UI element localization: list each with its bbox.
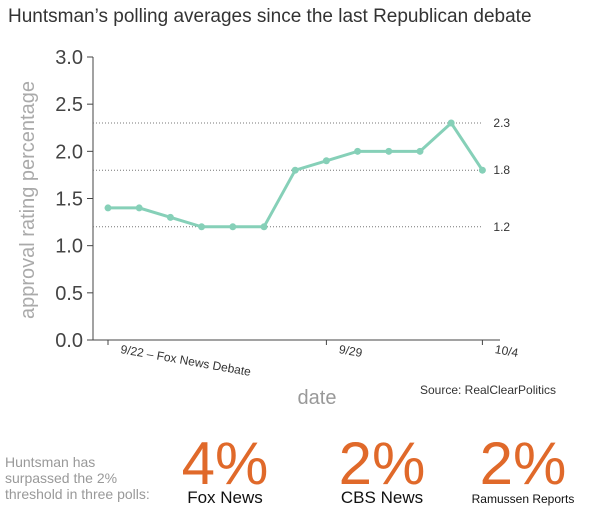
x-axis-label: date (298, 387, 337, 409)
y-axis-label: approval rating percentage (17, 81, 39, 319)
point (166, 213, 174, 221)
y-tick-label: 3.0 (55, 47, 83, 69)
point (135, 204, 143, 212)
point (385, 147, 393, 155)
point (447, 119, 455, 127)
poll-source: Fox News (187, 488, 263, 507)
line (108, 120, 484, 229)
poll-source: Ramussen Reports (472, 492, 575, 506)
poll-figure: 2% (480, 430, 567, 497)
source: Source: RealClearPolitics (420, 383, 556, 397)
y-tick-label: 0.0 (55, 330, 83, 352)
point (354, 147, 362, 155)
point (104, 204, 112, 212)
point (260, 223, 268, 231)
point (416, 147, 424, 155)
point (229, 223, 237, 231)
callout-text: threshold in three polls: (5, 486, 150, 502)
reference-label: 1.8 (493, 163, 510, 177)
reference-label: 1.2 (493, 220, 510, 234)
y-tick-label: 2.0 (55, 141, 83, 163)
x-tick-label: 9/29 (338, 342, 364, 360)
y-tick-label: 2.5 (55, 94, 83, 116)
poll-figure: 2% (339, 430, 426, 497)
point (291, 166, 299, 174)
poll-figure: 4% (182, 430, 269, 497)
point (478, 166, 486, 174)
reference-label: 2.3 (493, 116, 510, 130)
y-tick-label: 0.5 (55, 283, 83, 305)
poll-source: CBS News (341, 488, 423, 507)
callout-text: surpassed the 2% (5, 470, 117, 486)
chart-title: Huntsman’s polling averages since the la… (8, 6, 532, 27)
callout-text: Huntsman has (5, 454, 95, 470)
x-tick-label: 9/22 – Fox News Debate (119, 342, 252, 379)
y-tick-label: 1.5 (55, 189, 83, 211)
point (198, 223, 206, 231)
y-tick-label: 1.0 (55, 236, 83, 258)
point (322, 157, 330, 165)
x-tick-label: 10/4 (494, 342, 520, 360)
